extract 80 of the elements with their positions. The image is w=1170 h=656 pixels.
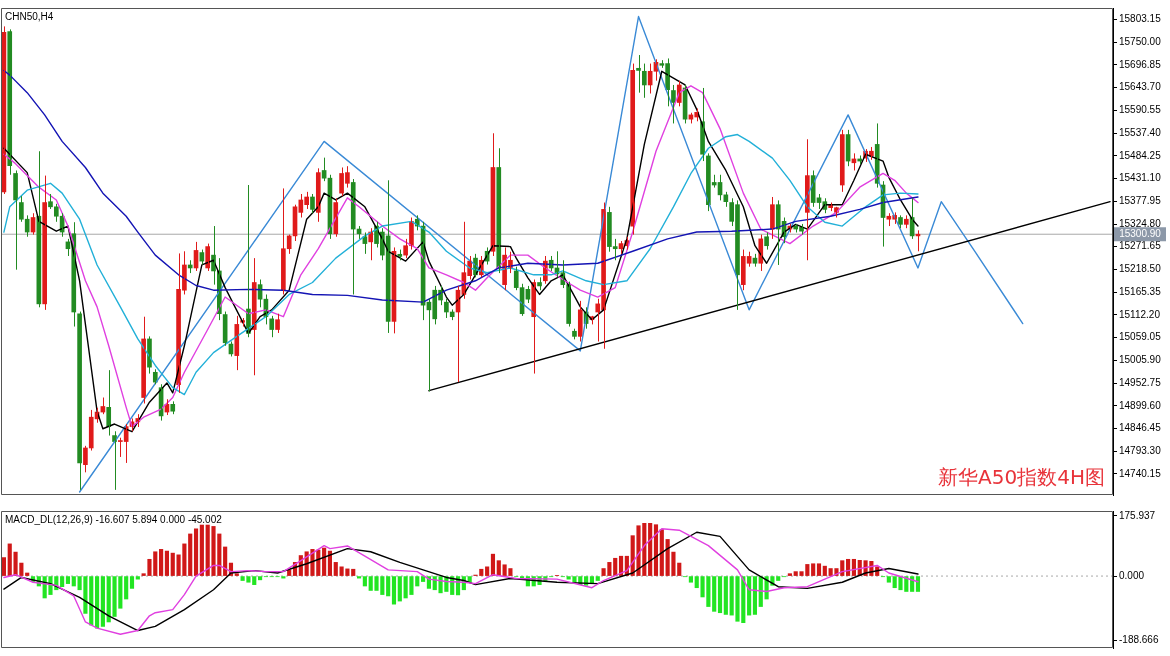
candlestick (275, 313, 280, 334)
bar (811, 563, 816, 576)
bar (776, 576, 781, 581)
y-tick-label: 15484.25 (1119, 149, 1162, 161)
chart-title: MACD_DL(12,26,9) -16.607 5.894 0.000 -45.002 (5, 513, 223, 525)
y-tick-label: 14899.60 (1119, 399, 1162, 411)
bar (94, 576, 100, 629)
bar (327, 550, 333, 576)
y-tick-label: 15218.50 (1119, 263, 1162, 275)
y-tick-label: 15005.90 (1119, 354, 1162, 366)
bar (886, 576, 891, 583)
y-tick-label: 0.000 (1119, 569, 1145, 581)
candlestick (170, 400, 176, 415)
bar (717, 576, 723, 614)
bar (193, 528, 199, 576)
y-tick-label: -188.666 (1119, 634, 1159, 646)
bar (653, 524, 659, 576)
bar (595, 576, 600, 581)
y-tick-label: 15590.55 (1119, 104, 1162, 116)
bar (65, 576, 71, 584)
bar (851, 558, 856, 576)
bar (688, 576, 693, 583)
y-tick-label: 15377.95 (1119, 195, 1162, 207)
bar (485, 566, 490, 576)
bar (71, 576, 76, 587)
y-tick-label: 15696.85 (1119, 58, 1162, 70)
bar (322, 547, 327, 576)
annotation: 新华A50指数4H图 (938, 465, 1105, 490)
bar (234, 573, 239, 576)
bar (100, 576, 105, 627)
bar (723, 576, 728, 615)
bar (333, 562, 338, 576)
bar (25, 572, 30, 576)
bar (124, 576, 129, 600)
bar (159, 549, 164, 576)
bar (496, 560, 501, 576)
bar (362, 576, 367, 587)
bar (258, 576, 263, 581)
y-tick-label: 15431.10 (1119, 172, 1162, 184)
bar (188, 533, 193, 576)
bar (613, 557, 618, 576)
y-tick-label: 15537.40 (1119, 126, 1162, 138)
y-tick-label: 15803.15 (1119, 13, 1162, 25)
bar (915, 576, 921, 592)
y-tick-label: 15750.00 (1119, 35, 1162, 47)
bar (164, 550, 170, 576)
bar (60, 576, 65, 588)
bar (421, 576, 426, 582)
bar (648, 523, 653, 576)
bar (816, 563, 822, 576)
y-tick-label: 14952.75 (1119, 376, 1162, 388)
bar (397, 576, 402, 602)
bar (659, 529, 664, 576)
ref-line-label: 15300.90 (1119, 227, 1162, 239)
bar (787, 573, 792, 576)
y-tick-label: 15324.80 (1119, 217, 1162, 229)
bar (846, 558, 851, 576)
y-tick-label: 14793.30 (1119, 445, 1162, 457)
bar (747, 576, 752, 616)
y-tick-label: 175.937 (1119, 509, 1156, 521)
bar (135, 576, 140, 580)
candlestick (636, 54, 641, 94)
bar (391, 576, 397, 605)
bar (89, 576, 94, 626)
y-tick-label: 15165.35 (1119, 285, 1162, 297)
bar (1, 557, 6, 576)
y-tick-label: 15112.20 (1119, 308, 1161, 320)
bar (752, 576, 758, 615)
bar (129, 576, 135, 589)
bar (351, 568, 356, 576)
y-tick-label: 14740.15 (1119, 467, 1162, 479)
y-tick-label: 15271.65 (1119, 240, 1162, 252)
y-tick-label: 15059.05 (1119, 331, 1162, 343)
bar (386, 576, 391, 597)
bar (199, 524, 204, 576)
bar (822, 565, 827, 576)
bar (712, 576, 717, 612)
chart-title: CHN50,H4 (5, 10, 54, 22)
y-tick-label: 15643.70 (1119, 81, 1162, 93)
y-tick-label: 14846.45 (1119, 422, 1162, 434)
